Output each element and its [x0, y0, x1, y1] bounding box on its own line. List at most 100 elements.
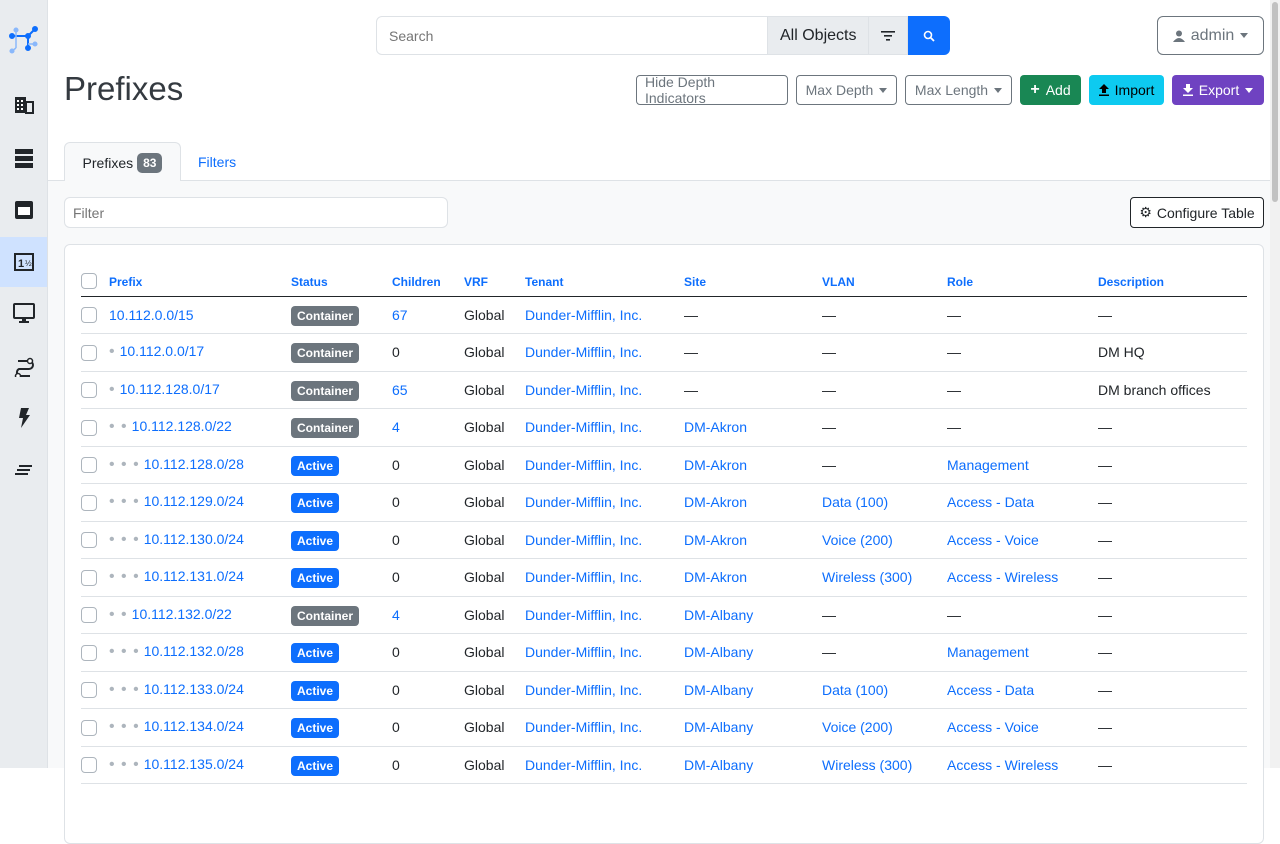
- prefix-link[interactable]: 10.112.133.0/24: [143, 680, 244, 697]
- tenant-link[interactable]: Dunder-Mifflin, Inc.: [525, 306, 643, 323]
- prefix-link[interactable]: 10.112.135.0/24: [143, 755, 244, 772]
- role-link[interactable]: Access - Wireless: [947, 756, 1059, 773]
- row-checkbox[interactable]: [81, 719, 97, 736]
- prefix-link[interactable]: 10.112.129.0/24: [143, 493, 244, 510]
- column-header-tenant[interactable]: Tenant: [525, 265, 684, 297]
- prefix-link[interactable]: 10.112.130.0/24: [143, 530, 244, 547]
- role-link[interactable]: Access - Voice: [947, 719, 1039, 736]
- add-button[interactable]: + Add: [1020, 75, 1081, 105]
- role-link[interactable]: Access - Data: [947, 681, 1035, 698]
- export-dropdown[interactable]: Export: [1172, 75, 1264, 105]
- vlan-link[interactable]: Wireless (300): [822, 756, 913, 773]
- circuits-icon[interactable]: [0, 342, 47, 392]
- prefix-link[interactable]: 10.112.132.0/28: [143, 643, 244, 660]
- site-link[interactable]: DM-Akron: [684, 494, 748, 511]
- site-link[interactable]: DM-Akron: [684, 531, 748, 548]
- site-link[interactable]: DM-Akron: [684, 569, 748, 586]
- select-all-checkbox[interactable]: [81, 272, 97, 289]
- vlan-link[interactable]: Voice (200): [822, 719, 893, 736]
- tenant-link[interactable]: Dunder-Mifflin, Inc.: [525, 419, 643, 436]
- max-length-dropdown[interactable]: Max Length: [905, 75, 1012, 105]
- column-header-prefix[interactable]: Prefix: [109, 265, 291, 297]
- column-header-vlan[interactable]: VLAN: [822, 265, 947, 297]
- logo-icon[interactable]: [0, 15, 47, 65]
- row-checkbox[interactable]: [81, 307, 97, 324]
- site-link[interactable]: DM-Albany: [684, 644, 754, 661]
- row-checkbox[interactable]: [81, 344, 97, 361]
- row-checkbox[interactable]: [81, 569, 97, 586]
- row-checkbox[interactable]: [81, 757, 97, 774]
- site-link[interactable]: DM-Albany: [684, 756, 754, 773]
- role-link[interactable]: Access - Data: [947, 494, 1035, 511]
- configure-table-button[interactable]: ⚙ Configure Table: [1130, 197, 1264, 228]
- role-link[interactable]: Access - Voice: [947, 531, 1039, 548]
- vlan-link[interactable]: Wireless (300): [822, 569, 913, 586]
- column-header-vrf[interactable]: VRF: [464, 265, 525, 297]
- site-link[interactable]: DM-Albany: [684, 606, 754, 623]
- role-link[interactable]: Management: [947, 456, 1029, 473]
- site-link[interactable]: DM-Akron: [684, 419, 748, 436]
- tenant-link[interactable]: Dunder-Mifflin, Inc.: [525, 344, 643, 361]
- vlan-link[interactable]: Data (100): [822, 494, 889, 511]
- tab-prefixes[interactable]: Prefixes 83: [64, 142, 181, 182]
- prefix-link[interactable]: 10.112.128.0/22: [131, 418, 232, 435]
- tenant-link[interactable]: Dunder-Mifflin, Inc.: [525, 606, 643, 623]
- tenant-link[interactable]: Dunder-Mifflin, Inc.: [525, 719, 643, 736]
- column-header-role[interactable]: Role: [947, 265, 1098, 297]
- role-link[interactable]: Access - Wireless: [947, 569, 1059, 586]
- filter-lines-icon[interactable]: [869, 16, 909, 55]
- tab-filters[interactable]: Filters: [198, 142, 236, 181]
- other-icon[interactable]: [0, 445, 47, 495]
- virtualization-icon[interactable]: [0, 288, 47, 338]
- site-link[interactable]: DM-Albany: [684, 719, 754, 736]
- search-input[interactable]: [376, 16, 768, 55]
- prefix-link[interactable]: 10.112.131.0/24: [143, 568, 244, 585]
- row-checkbox[interactable]: [81, 682, 97, 699]
- row-checkbox[interactable]: [81, 382, 97, 399]
- prefix-link[interactable]: 10.112.0.0/17: [119, 343, 205, 360]
- user-menu-button[interactable]: admin: [1157, 16, 1264, 55]
- devices-icon[interactable]: [0, 133, 47, 183]
- role-link[interactable]: Management: [947, 644, 1029, 661]
- row-checkbox[interactable]: [81, 644, 97, 661]
- prefix-link[interactable]: 10.112.0.0/15: [109, 306, 194, 323]
- row-checkbox[interactable]: [81, 532, 97, 549]
- prefix-link[interactable]: 10.112.128.0/28: [143, 455, 244, 472]
- search-button[interactable]: [908, 16, 951, 55]
- tenant-link[interactable]: Dunder-Mifflin, Inc.: [525, 494, 643, 511]
- import-button[interactable]: Import: [1089, 75, 1164, 105]
- max-depth-dropdown[interactable]: Max Depth: [796, 75, 897, 105]
- children-link[interactable]: 4: [392, 419, 400, 436]
- row-checkbox[interactable]: [81, 457, 97, 474]
- column-header-status[interactable]: Status: [291, 265, 392, 297]
- row-checkbox[interactable]: [81, 607, 97, 624]
- children-link[interactable]: 65: [392, 381, 408, 398]
- tenant-link[interactable]: Dunder-Mifflin, Inc.: [525, 381, 643, 398]
- site-link[interactable]: DM-Akron: [684, 456, 748, 473]
- tenant-link[interactable]: Dunder-Mifflin, Inc.: [525, 681, 643, 698]
- tenant-link[interactable]: Dunder-Mifflin, Inc.: [525, 756, 643, 773]
- power-icon[interactable]: [0, 393, 47, 443]
- tenant-link[interactable]: Dunder-Mifflin, Inc.: [525, 569, 643, 586]
- prefix-link[interactable]: 10.112.132.0/22: [131, 605, 232, 622]
- prefix-link[interactable]: 10.112.128.0/17: [119, 380, 220, 397]
- column-header-children[interactable]: Children: [392, 265, 464, 297]
- site-link[interactable]: DM-Albany: [684, 681, 754, 698]
- children-link[interactable]: 4: [392, 606, 400, 623]
- vlan-link[interactable]: Voice (200): [822, 531, 893, 548]
- column-header-description[interactable]: Description: [1098, 265, 1247, 297]
- column-header-site[interactable]: Site: [684, 265, 822, 297]
- hide-depth-indicators-button[interactable]: Hide Depth Indicators: [636, 74, 788, 106]
- scrollbar[interactable]: [1270, 0, 1280, 768]
- row-checkbox[interactable]: [81, 494, 97, 511]
- row-checkbox[interactable]: [81, 419, 97, 436]
- prefix-link[interactable]: 10.112.134.0/24: [143, 718, 244, 735]
- table-filter-input[interactable]: [64, 197, 448, 228]
- search-scope-select[interactable]: All Objects: [768, 16, 870, 55]
- scrollbar-thumb[interactable]: [1272, 2, 1278, 202]
- vlan-link[interactable]: Data (100): [822, 681, 889, 698]
- tenant-link[interactable]: Dunder-Mifflin, Inc.: [525, 456, 643, 473]
- tenant-link[interactable]: Dunder-Mifflin, Inc.: [525, 644, 643, 661]
- tenant-link[interactable]: Dunder-Mifflin, Inc.: [525, 531, 643, 548]
